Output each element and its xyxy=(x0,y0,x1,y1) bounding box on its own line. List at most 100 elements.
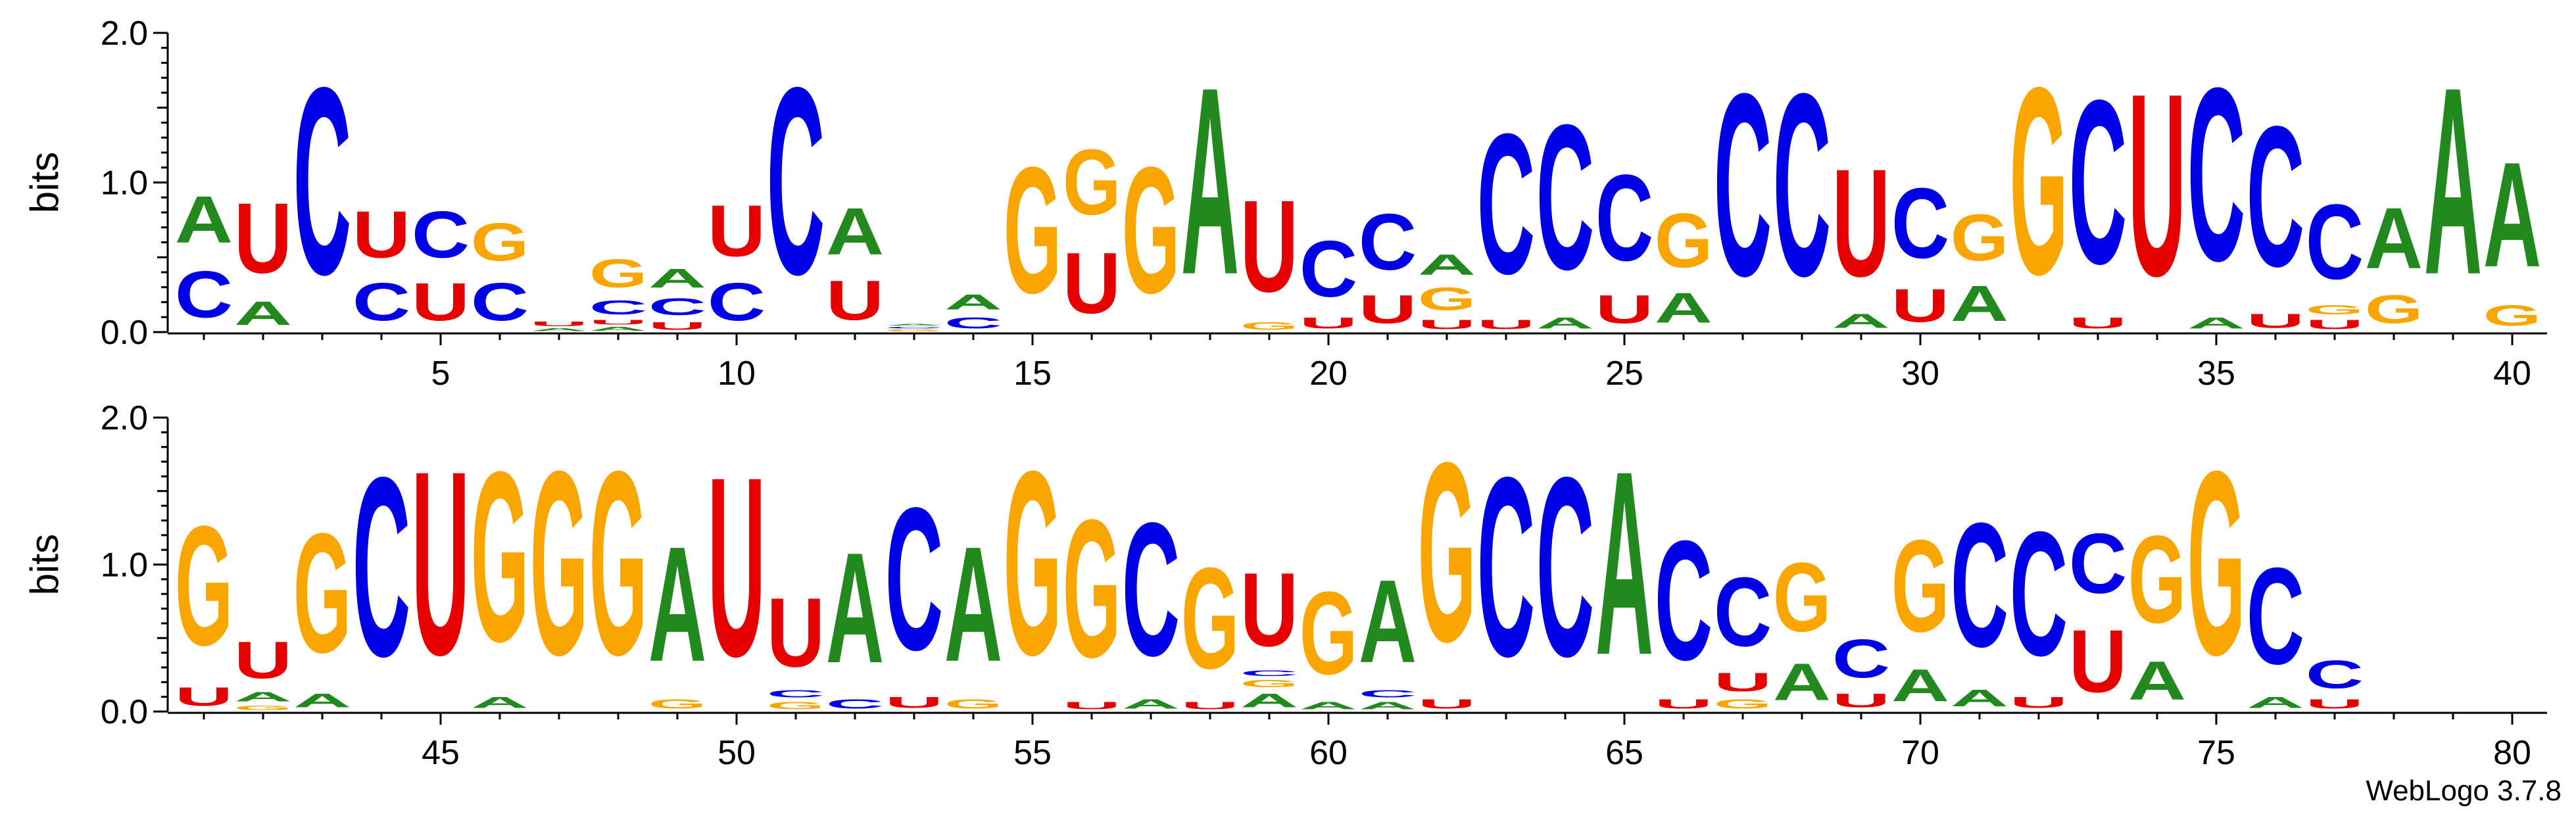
logo-letter-G: G xyxy=(2128,511,2186,650)
logo-letter-A: A xyxy=(1891,660,1949,712)
logo-letter-G: G xyxy=(1773,543,1831,653)
y-tick-label: 0.0 xyxy=(101,314,148,352)
logo-letter-C: C xyxy=(2306,183,2364,302)
logo-letter-A: A xyxy=(2424,31,2482,330)
logo-letter-U: U xyxy=(1418,697,1476,712)
logo-letter-C: C xyxy=(1891,168,1949,279)
logo-letter-U: U xyxy=(885,694,943,712)
logo-letter-A: A xyxy=(1832,310,1890,332)
logo-letter-U: U xyxy=(2306,697,2364,712)
logo-letter-A: A xyxy=(1240,689,1298,711)
logo-letter-G: G xyxy=(530,417,588,710)
logo-letter-U: U xyxy=(175,683,233,712)
logo-letter-G: G xyxy=(2306,302,2364,318)
logo-letter-U: U xyxy=(352,197,410,272)
logo-letter-G: G xyxy=(944,697,1002,712)
x-tick-label: 80 xyxy=(2493,734,2531,772)
logo-letter-A: A xyxy=(648,264,706,293)
logo-letter-C: C xyxy=(1655,504,1713,695)
logo-letter-G: G xyxy=(1418,409,1476,694)
logo-letter-C: C xyxy=(1951,487,2008,684)
logo-letter-U: U xyxy=(708,425,766,710)
logo-letter-C: C xyxy=(293,31,351,330)
logo-letter-C: C xyxy=(589,296,647,318)
logo-letter-C: C xyxy=(1773,40,1831,331)
logo-letter-U: U xyxy=(1300,314,1357,331)
logo-letter-A: A xyxy=(1300,700,1357,712)
logo-letter-G: G xyxy=(2483,299,2541,332)
logo-letter-C: C xyxy=(1595,150,1653,287)
logo-letter-A: A xyxy=(944,290,1002,314)
y-tick-label: 2.0 xyxy=(101,399,148,437)
logo-letter-A: A xyxy=(175,182,233,257)
logo-letter-C: C xyxy=(352,425,410,710)
logo-letter-G: G xyxy=(767,700,825,712)
logo-letter-C: C xyxy=(471,272,529,331)
logo-letter-A: A xyxy=(648,512,706,696)
x-tick-label: 60 xyxy=(1309,734,1348,772)
logo-letter-G: G xyxy=(885,329,943,332)
logo-letter-G: G xyxy=(1655,197,1713,283)
logo-letter-C: C xyxy=(2069,52,2127,313)
logo-letter-G: G xyxy=(648,697,706,712)
logo-letter-A: A xyxy=(2187,314,2245,331)
logo-letter-C: C xyxy=(1832,628,1890,690)
logo-letter-G: G xyxy=(1891,513,1949,660)
logo-letter-C: C xyxy=(2010,496,2068,693)
logo-letter-C: C xyxy=(2247,540,2304,693)
logo-letter-U: U xyxy=(234,183,292,295)
logo-letter-U: U xyxy=(826,270,884,332)
logo-letter-C: C xyxy=(708,272,766,331)
logo-letter-C: C xyxy=(885,465,943,692)
logo-letter-C: C xyxy=(2247,85,2304,308)
x-tick-label: 55 xyxy=(1013,734,1052,772)
logo-letter-A: A xyxy=(589,326,647,332)
x-tick-label: 15 xyxy=(1013,354,1052,393)
x-tick-label: 70 xyxy=(1901,734,1939,772)
logo-letter-U: U xyxy=(2128,40,2186,331)
logo-letter-G: G xyxy=(1418,281,1476,317)
logo-letter-A: A xyxy=(234,295,292,332)
logo-letter-A: A xyxy=(1655,284,1713,332)
y-tick-label: 1.0 xyxy=(101,164,148,203)
logo-letter-G: G xyxy=(1240,678,1298,690)
logo-letter-A: A xyxy=(1951,685,2008,712)
x-tick-label: 25 xyxy=(1605,354,1643,393)
logo-letter-A: A xyxy=(293,689,351,711)
logo-letter-A: A xyxy=(1122,697,1180,712)
logo-letter-A: A xyxy=(2365,189,2423,286)
logo-letter-C: C xyxy=(1240,669,1298,677)
y-axis-label: bits xyxy=(22,534,66,595)
logo-letter-U: U xyxy=(589,319,647,326)
logo-letter-A: A xyxy=(1536,314,1594,331)
logo-letter-C: C xyxy=(175,256,233,331)
logo-letter-U: U xyxy=(1891,280,1949,332)
logo-letter-C: C xyxy=(1300,224,1357,314)
logo-letter-A: A xyxy=(1359,555,1417,687)
logo-letter-G: G xyxy=(589,252,647,297)
x-tick-label: 35 xyxy=(2197,354,2235,393)
logo-letter-U: U xyxy=(234,631,292,689)
logo-letter-A: A xyxy=(530,327,588,332)
logo-letter-C: C xyxy=(944,314,1002,331)
logo-letter-C: C xyxy=(1122,483,1180,696)
y-axis-label: bits xyxy=(22,152,66,213)
logo-letter-G: G xyxy=(1004,417,1061,710)
logo-letter-C: C xyxy=(767,688,825,700)
logo-letter-G: G xyxy=(1181,539,1239,700)
logo-letter-G: G xyxy=(293,498,351,689)
logo-letter-A: A xyxy=(944,512,1002,696)
logo-letter-C: C xyxy=(1477,425,1535,710)
logo-letter-U: U xyxy=(1063,235,1121,331)
logo-letter-C: C xyxy=(1714,40,1772,331)
logo-letter-A: A xyxy=(1181,31,1239,330)
logo-letter-U: U xyxy=(1181,700,1239,712)
x-tick-label: 20 xyxy=(1309,354,1348,393)
logo-letter-U: U xyxy=(1714,667,1772,696)
logo-letter-U: U xyxy=(530,320,588,327)
logo-letter-A: A xyxy=(234,689,292,704)
logo-letter-U: U xyxy=(1240,173,1298,319)
logo-letter-C: C xyxy=(412,197,470,272)
